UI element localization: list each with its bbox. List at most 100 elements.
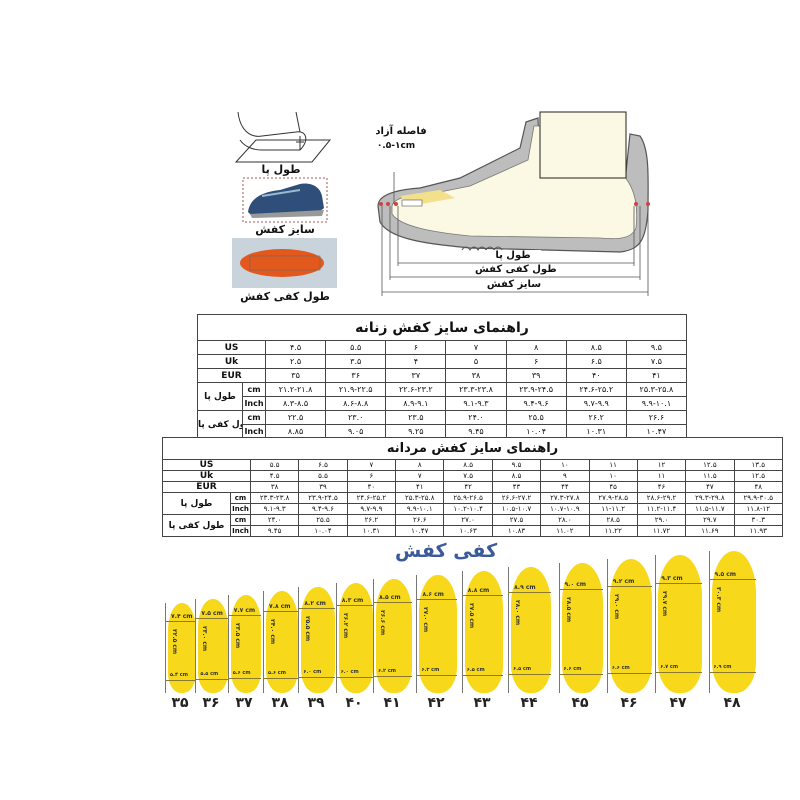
table-title-row: راهنمای سایز کفش زنانه bbox=[197, 314, 687, 341]
width-line bbox=[708, 579, 757, 581]
width-line bbox=[461, 595, 504, 597]
table-cell: ۱۲ bbox=[636, 459, 687, 471]
length-line bbox=[461, 571, 463, 693]
table-cell: ۱۰ bbox=[588, 470, 638, 482]
table-cell: ۴۱ bbox=[395, 481, 445, 493]
insole-shape bbox=[376, 579, 412, 693]
table-cell: ۱۱.۹۳ bbox=[733, 525, 784, 537]
insole-heel: ۶.۵ cm bbox=[513, 666, 532, 673]
table-cell: ۹.۹-۱۰.۱ bbox=[395, 503, 445, 515]
table-row: US ۵.۵ ۶.۵ ۷ ۸ ۸.۵ ۹.۵ ۱۰ ۱۱ ۱۲ ۱۲.۵ ۱۳.۵ bbox=[162, 459, 784, 471]
table-title-row: راهنمای سایز کفش مردانه bbox=[162, 437, 783, 460]
insole-width: ۸.۳ cm bbox=[341, 597, 364, 604]
heel-line bbox=[165, 679, 196, 681]
foot-length-caption: طول پا bbox=[261, 163, 301, 176]
table-cell: ۹.۵ bbox=[625, 340, 688, 355]
table-cell: ۲۵.۵ bbox=[505, 410, 567, 425]
table-cell: ۱۱.۶۹ bbox=[685, 525, 735, 537]
table-cell: ۱۰.۵-۱۰.۷ bbox=[491, 503, 542, 515]
row-label: Uk bbox=[197, 354, 266, 369]
insole-length: ۲۶.۲ cm bbox=[341, 613, 349, 639]
table-cell: ۴۷ bbox=[685, 481, 735, 493]
width-line bbox=[373, 601, 412, 603]
insole-size: ۴۵ bbox=[571, 695, 589, 711]
table-row: EUR ۳۵ ۳۶ ۳۷ ۳۸ ۳۹ ۴۰ ۴۱ bbox=[197, 368, 688, 383]
table-cell: ۲۵.۳-۲۵.۸ bbox=[395, 492, 445, 504]
insole-shape bbox=[511, 567, 551, 693]
table-cell: ۱۲.۵ bbox=[685, 459, 735, 471]
width-line bbox=[335, 605, 374, 606]
width-line bbox=[655, 582, 702, 584]
insole-width: ۷.۸ cm bbox=[269, 603, 291, 611]
table-cell: ۸.۵ bbox=[491, 470, 542, 482]
table-cell: ۸.۵ bbox=[443, 459, 493, 471]
table-cell: ۴۳ bbox=[491, 481, 542, 493]
table-cell: ۹.۷-۹.۹ bbox=[565, 396, 627, 411]
foot-measure-illustration bbox=[234, 111, 332, 163]
row-label: US bbox=[197, 340, 266, 355]
unit-label: Inch bbox=[242, 396, 266, 411]
table-cell: ۱۳.۵ bbox=[733, 459, 784, 471]
insole-heel: ۵.۴ cm bbox=[170, 671, 188, 678]
table-cell: ۲۲.۵ bbox=[264, 410, 327, 425]
insole-size: ۴۰ bbox=[345, 695, 363, 711]
table-cell: ۱۱.۸-۱۲ bbox=[733, 503, 784, 515]
table-cell: ۲۴.۶-۲۵.۲ bbox=[565, 382, 627, 397]
table-cell: ۲۶.۲ bbox=[565, 410, 627, 425]
table-cell: ۱۰.۲-۱۰.۴ bbox=[443, 503, 493, 515]
insole-heel: ۶.۰ cm bbox=[303, 669, 322, 676]
heel-line bbox=[227, 678, 262, 680]
heel-line bbox=[606, 672, 653, 674]
table-cell: ۸.۹-۹.۱ bbox=[385, 396, 447, 411]
unit-label: cm bbox=[230, 492, 251, 504]
table-cell: ۵ bbox=[445, 354, 507, 369]
insole-width: ۸.۶ cm bbox=[422, 590, 444, 598]
unit-label: Inch bbox=[230, 525, 251, 537]
width-line bbox=[416, 598, 457, 600]
unit-label: cm bbox=[230, 514, 251, 526]
insole-shape bbox=[301, 587, 335, 693]
table-cell: ۶ bbox=[346, 470, 397, 482]
table-cell: ۴۵ bbox=[588, 481, 638, 493]
table-cell: ۲۶.۶-۲۷.۲ bbox=[491, 492, 542, 504]
insole-width: ۸.۲ cm bbox=[304, 600, 326, 608]
insole-size: ۴۳ bbox=[473, 695, 491, 711]
table-cell: ۲۳.۳-۲۳.۸ bbox=[249, 492, 300, 504]
width-line bbox=[606, 585, 653, 587]
table-cell: ۴۲ bbox=[443, 481, 493, 493]
heel-line bbox=[558, 673, 603, 675]
table-cell: ۳۶ bbox=[325, 368, 387, 383]
table-cell: ۲۵.۵ bbox=[298, 514, 348, 526]
insole-heel: ۶.۷ cm bbox=[660, 664, 679, 671]
insole-size: ۳۹ bbox=[307, 695, 325, 711]
table-cell: ۷.۵ bbox=[625, 354, 688, 369]
table-cell: ۸.۳-۸.۵ bbox=[264, 396, 327, 411]
insole-heel: ۶.۲ cm bbox=[378, 667, 397, 674]
insole-length: ۲۷.۰ cm bbox=[422, 606, 430, 632]
table-cell: ۲۴.۶-۲۵.۲ bbox=[346, 492, 397, 504]
length-line bbox=[263, 591, 265, 693]
shoe-image bbox=[242, 177, 328, 223]
table-row: طول پا cm ۲۱.۲-۲۱.۸ ۲۱.۹-۲۲.۵ ۲۲.۶-۲۳.۲ ۲۳.۳-… bbox=[197, 382, 688, 411]
table-cell: ۷ bbox=[395, 470, 445, 482]
table-row: Uk ۲.۵ ۳.۵ ۴ ۵ ۶ ۶.۵ ۷.۵ bbox=[197, 354, 688, 369]
length-line bbox=[416, 575, 418, 693]
row-label: طول کفی پا bbox=[162, 514, 231, 537]
insole-length: ۲۸.۰ cm bbox=[514, 600, 522, 626]
table-cell: ۱۱.۵ bbox=[685, 470, 735, 482]
table-cell: ۱۱-۱۱.۲ bbox=[588, 503, 638, 515]
unit-label: cm bbox=[242, 382, 266, 397]
table-cell: ۴.۵ bbox=[249, 470, 300, 482]
table-cell: ۴.۵ bbox=[264, 340, 327, 355]
row-label: EUR bbox=[197, 368, 266, 383]
insole-size: ۴۲ bbox=[427, 695, 445, 711]
insole-width: ۷.۴ cm bbox=[171, 613, 193, 620]
insole-size: ۳۶ bbox=[202, 695, 220, 711]
table-cell: ۷ bbox=[445, 340, 507, 355]
table-cell: ۸.۵ bbox=[565, 340, 627, 355]
women-size-table: راهنمای سایز کفش زنانه US ۴.۵ ۵.۵ ۶ ۷ ۸ ۸.۵ ۹.۵ U… bbox=[197, 314, 688, 439]
heel-line bbox=[263, 677, 298, 679]
heel-line bbox=[708, 671, 757, 673]
insole-shape bbox=[711, 551, 757, 693]
